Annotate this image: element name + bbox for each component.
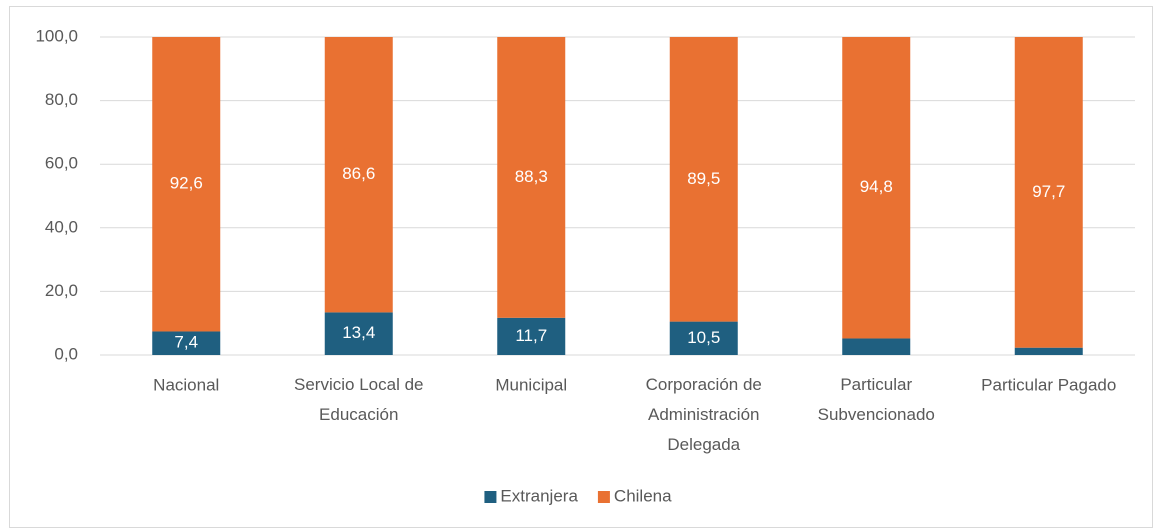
y-tick-label: 60,0 — [45, 154, 78, 173]
x-tick-label: Nacional — [153, 375, 219, 394]
y-tick-label: 100,0 — [35, 26, 78, 45]
legend-label: Extranjera — [500, 486, 578, 505]
bar-segment — [669, 321, 738, 355]
bar-segment — [842, 37, 911, 339]
x-tick-label: Municipal — [495, 375, 567, 394]
bar-segment — [669, 37, 738, 322]
y-tick-label: 40,0 — [45, 217, 78, 236]
data-label: 94,8 — [860, 177, 893, 196]
x-tick-label: Corporación de Administración Delegada — [646, 375, 762, 454]
data-label: 11,7 — [515, 326, 547, 345]
data-label: 13,4 — [342, 323, 375, 342]
bar-segment — [497, 37, 566, 318]
bar-segment — [152, 37, 221, 332]
bar-segment — [842, 338, 911, 355]
data-label: 89,5 — [687, 169, 720, 188]
data-label: 97,7 — [1032, 182, 1065, 201]
legend-swatch — [597, 491, 610, 503]
y-tick-label: 20,0 — [45, 281, 78, 300]
data-label: 92,6 — [170, 174, 203, 193]
bar-segment — [497, 317, 566, 355]
data-label: 88,3 — [515, 167, 548, 186]
y-tick-label: 0,0 — [54, 344, 78, 363]
legend-swatch — [484, 491, 497, 503]
bar-segment — [1014, 37, 1083, 348]
x-tick-label: Particular Subvencionado — [818, 375, 935, 424]
x-tick-label: Particular Pagado — [981, 375, 1116, 394]
legend-item: Chilena — [597, 486, 672, 505]
legend-item: Extranjera — [484, 486, 578, 505]
x-tick-label: Servicio Local de Educación — [294, 375, 423, 424]
legend-label: Chilena — [614, 486, 672, 505]
y-tick-label: 80,0 — [45, 90, 78, 109]
bar-segment — [324, 312, 393, 355]
data-label: 10,5 — [687, 328, 720, 347]
bar-segment — [152, 331, 221, 355]
bar-segment — [1014, 347, 1083, 355]
data-label: 7,4 — [174, 333, 198, 352]
data-label: 86,6 — [342, 164, 375, 183]
bar-segment — [324, 37, 393, 313]
